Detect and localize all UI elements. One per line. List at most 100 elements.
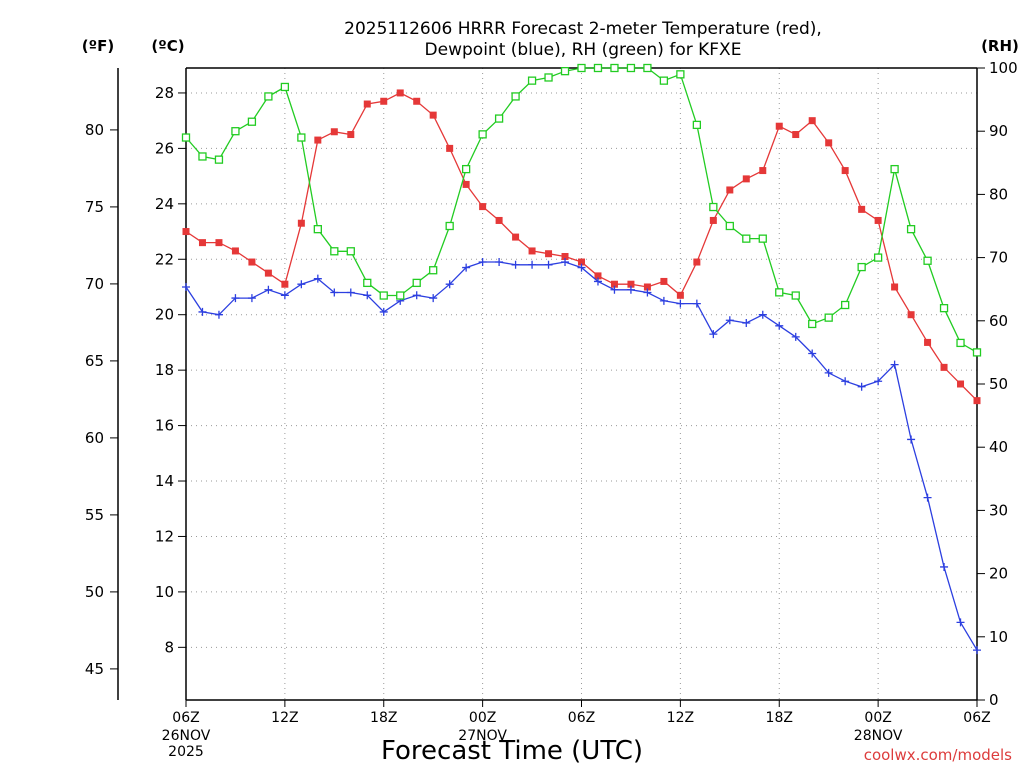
dewpoint-point <box>643 288 652 297</box>
celsius-tick-label: 20 <box>155 306 174 324</box>
rh-point <box>709 202 718 212</box>
rh-point <box>758 234 767 243</box>
rh-point <box>264 92 273 101</box>
rh-point <box>313 225 322 234</box>
rh-point <box>890 164 899 174</box>
time-date-label: 28NOV <box>854 728 903 744</box>
dewpoint-point <box>511 260 520 269</box>
axes <box>110 67 985 707</box>
temperature-point <box>231 247 239 255</box>
temperature-point <box>429 111 437 119</box>
dewpoint-point <box>824 368 833 377</box>
temperature-point <box>264 269 272 277</box>
celsius-tick-label: 26 <box>155 139 174 157</box>
rh-point <box>511 92 520 101</box>
temperature-point <box>709 216 717 224</box>
celsius-tick-label: 8 <box>164 638 174 656</box>
temperature-point <box>874 216 882 224</box>
dewpoint-point <box>692 299 701 308</box>
dewpoint-point <box>626 285 635 294</box>
dewpoint-point <box>577 263 586 272</box>
dewpoint-point <box>923 493 932 502</box>
dewpoint-point <box>182 282 190 291</box>
dewpoint-point <box>462 263 471 272</box>
fahrenheit-tick-label: 55 <box>85 506 104 524</box>
rh-point <box>906 225 916 234</box>
time-tick-label: 00Z <box>864 710 891 726</box>
temperature-point <box>660 277 668 285</box>
rh-point <box>659 76 669 85</box>
rh-point <box>544 73 553 82</box>
temperature-point <box>775 122 783 130</box>
rh-tick-label: 60 <box>989 312 1008 330</box>
temperature-point <box>330 128 338 136</box>
dewpoint-point <box>808 349 817 358</box>
data-series <box>181 63 982 655</box>
time-tick-label: 06Z <box>963 710 990 726</box>
fahrenheit-tick-label: 75 <box>85 198 104 216</box>
rh-point <box>923 256 932 265</box>
temperature-point <box>380 97 388 105</box>
temperature-point <box>792 131 800 139</box>
rh-point <box>330 247 339 256</box>
rh-point <box>775 288 784 297</box>
temperature-point <box>396 89 404 97</box>
temperature-point <box>248 258 256 266</box>
temperature-point <box>198 239 206 247</box>
dewpoint-point <box>297 280 306 289</box>
credit-link[interactable]: coolwx.com/models <box>864 746 1012 764</box>
fahrenheit-tick-label: 60 <box>85 429 104 447</box>
celsius-tick-label: 12 <box>155 527 174 545</box>
fahrenheit-tick-label: 80 <box>85 121 104 139</box>
time-tick-label: 18Z <box>370 710 397 726</box>
celsius-tick-label: 22 <box>155 250 174 268</box>
temperature-point <box>462 180 470 188</box>
dewpoint-point <box>231 294 240 303</box>
rh-tick-label: 50 <box>989 375 1008 393</box>
temperature-point <box>957 380 965 388</box>
temperature-point <box>841 167 849 175</box>
rh-point <box>214 155 224 164</box>
rh-tick-label: 40 <box>989 438 1008 456</box>
temperature-point <box>610 280 618 288</box>
temperature-point <box>858 205 866 213</box>
temperature-point <box>215 239 223 247</box>
dewpoint-point <box>363 291 372 300</box>
temperature-point <box>528 247 536 255</box>
rh-point <box>972 348 982 357</box>
celsius-tick-label: 10 <box>155 583 174 601</box>
temperature-point <box>561 252 569 260</box>
rh-tick-label: 80 <box>989 185 1008 203</box>
dewpoint-point <box>412 291 421 300</box>
temperature-point <box>693 258 701 266</box>
dewpoint-point <box>610 285 619 294</box>
rh-tick-label: 90 <box>989 122 1008 140</box>
dewpoint-point <box>709 330 718 339</box>
rh-tick-label: 10 <box>989 628 1008 646</box>
rh-tick-label: 30 <box>989 501 1008 519</box>
dewpoint-point <box>956 618 965 627</box>
temperature-point <box>825 139 833 147</box>
rh-point <box>181 133 191 142</box>
rh-point <box>676 70 685 79</box>
rh-point <box>610 63 619 73</box>
temperature-point <box>281 280 289 288</box>
temperature-point <box>742 175 750 183</box>
temperature-point <box>627 280 635 288</box>
rh-point <box>873 253 883 262</box>
temperature-point <box>446 144 454 152</box>
temperature-point <box>924 338 932 346</box>
rh-point <box>841 300 850 310</box>
time-tick-label: 00Z <box>469 710 496 726</box>
time-tick-label: 06Z <box>568 710 595 726</box>
dewpoint-point <box>857 382 866 391</box>
rh-point <box>956 338 965 348</box>
grid-lines <box>186 68 977 700</box>
rh-point <box>396 291 405 300</box>
time-date-label: 2025 <box>168 744 204 760</box>
celsius-tick-label: 14 <box>155 472 174 490</box>
rh-point <box>461 164 471 174</box>
temperature-point <box>495 216 503 224</box>
temperature-point <box>907 311 915 319</box>
